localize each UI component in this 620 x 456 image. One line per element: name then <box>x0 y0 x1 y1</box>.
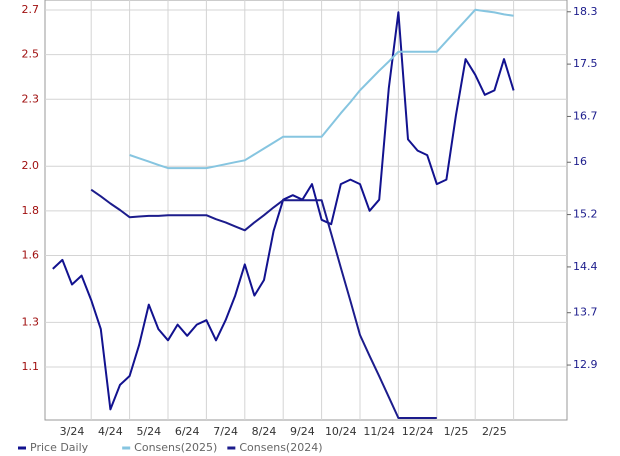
y2-tick-label: 16 <box>573 155 587 168</box>
x-tick-label: 8/24 <box>252 425 277 438</box>
y-tick-label: 1.8 <box>22 204 40 217</box>
x-tick-label: 9/24 <box>290 425 315 438</box>
x-tick-label: 3/24 <box>60 425 85 438</box>
x-tick-label: 5/24 <box>136 425 161 438</box>
y-tick-label: 1.1 <box>22 360 40 373</box>
y2-tick-label: 15.2 <box>573 208 598 221</box>
y2-tick-label: 12.9 <box>573 358 598 371</box>
legend-label: Price Daily <box>30 441 89 454</box>
y-tick-label: 1.6 <box>22 248 40 261</box>
y-tick-label: 2.3 <box>22 92 40 105</box>
x-tick-label: 1/25 <box>444 425 469 438</box>
x-tick-label: 6/24 <box>175 425 200 438</box>
x-tick-label: 2/25 <box>482 425 507 438</box>
x-tick-label: 11/24 <box>363 425 395 438</box>
y2-tick-label: 13.7 <box>573 306 598 319</box>
plot-area <box>44 0 568 421</box>
y2-tick-label: 18.3 <box>573 5 598 18</box>
series-line <box>90 188 437 419</box>
x-tick-label: 4/24 <box>98 425 123 438</box>
y-tick-label: 2.7 <box>22 3 40 16</box>
x-tick-label: 10/24 <box>325 425 357 438</box>
y2-tick-label: 17.5 <box>573 57 598 70</box>
x-tick-label: 7/24 <box>213 425 238 438</box>
x-tick-label: 12/24 <box>402 425 434 438</box>
y-tick-label: 2.5 <box>22 48 40 61</box>
y2-tick-label: 16.7 <box>573 109 598 122</box>
legend-label: Consens(2025) <box>134 441 217 454</box>
y-tick-label: 1.3 <box>22 315 40 328</box>
legend-label: Consens(2024) <box>239 441 322 454</box>
series-line <box>129 8 514 170</box>
y-tick-label: 2.0 <box>22 159 40 172</box>
y2-tick-label: 14.4 <box>573 260 598 273</box>
